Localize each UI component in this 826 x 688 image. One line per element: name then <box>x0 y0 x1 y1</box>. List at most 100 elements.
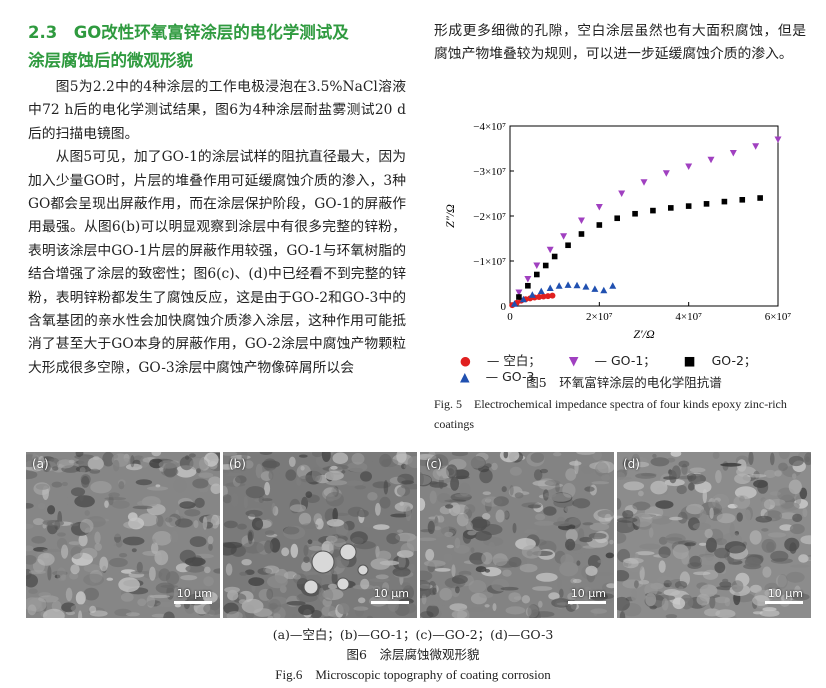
panel-label: (c) <box>426 457 442 471</box>
scale-label: 10 μm <box>176 587 212 600</box>
sem-texture-grain <box>650 515 672 525</box>
sem-texture-grain <box>371 457 378 462</box>
sem-texture-grain <box>780 501 800 511</box>
sem-texture-grain <box>712 452 720 459</box>
point-go2 <box>650 207 656 214</box>
sem-texture-grain <box>223 541 243 549</box>
sem-texture-grain <box>420 472 424 486</box>
sem-texture-grain <box>397 529 404 533</box>
sem-texture-grain <box>66 495 74 507</box>
sem-texture-grain <box>131 548 137 553</box>
figure5-caption-zh: 图5 环氧富锌涂层的电化学阻抗谱 <box>526 375 722 390</box>
sem-texture-grain <box>584 486 595 492</box>
sem-texture-grain <box>35 483 50 490</box>
sem-texture-grain <box>94 531 101 544</box>
sem-texture-grain <box>501 486 507 493</box>
point-go1 <box>560 233 568 240</box>
point-go2 <box>596 222 603 228</box>
sem-texture-grain <box>333 535 339 542</box>
sem-texture-grain <box>111 500 130 509</box>
sem-texture-grain <box>73 554 87 566</box>
sem-texture-grain <box>714 538 727 546</box>
sem-texture-grain <box>790 564 810 568</box>
sem-texture-grain <box>676 484 687 495</box>
point-go2 <box>565 242 571 249</box>
sem-texture-grain <box>37 502 46 510</box>
sem-texture-grain <box>595 462 609 477</box>
sem-texture-grain <box>247 531 253 545</box>
scale-label: 10 μm <box>570 587 606 600</box>
sem-texture-grain <box>244 460 254 469</box>
sem-texture-grain <box>203 576 214 587</box>
sem-texture-grain <box>285 469 297 481</box>
sem-texture-grain <box>375 574 389 580</box>
sem-texture-grain <box>622 459 630 467</box>
sem-texture-grain <box>184 557 206 567</box>
sem-texture-grain <box>315 518 324 530</box>
sem-texture-grain <box>525 607 532 617</box>
y-tick-label: −2×10⁷ <box>473 211 506 223</box>
sem-texture-grain <box>405 506 412 522</box>
sem-texture-grain <box>688 517 700 531</box>
sem-texture-grain <box>799 487 808 500</box>
scale-label: 10 μm <box>373 587 409 600</box>
sem-texture-grain <box>79 467 86 474</box>
sem-texture-grain <box>572 498 591 509</box>
sem-texture-grain <box>146 594 156 608</box>
sem-texture-grain <box>505 606 526 615</box>
sem-texture-grain <box>527 604 540 618</box>
sem-texture-grain <box>329 540 335 554</box>
sem-texture-grain <box>376 593 391 603</box>
sem-texture-grain <box>465 521 473 531</box>
sem-texture-grain <box>292 574 301 580</box>
sem-texture-grain <box>238 599 248 605</box>
sem-texture-grain <box>617 498 622 510</box>
sem-texture-grain <box>789 542 797 554</box>
sem-texture-grain <box>451 564 456 577</box>
sem-texture-grain <box>387 597 399 612</box>
sem-texture-grain <box>257 567 272 575</box>
sem-texture-grain <box>223 520 238 529</box>
sem-texture-grain <box>264 540 273 554</box>
sem-texture-grain <box>454 493 472 498</box>
sem-texture-grain <box>639 566 645 581</box>
sem-texture-grain <box>568 517 581 526</box>
point-go2 <box>685 203 692 209</box>
sem-texture-grain <box>113 543 124 547</box>
figure6-caption-zh: 图6 涂层腐蚀微观形貌 <box>346 647 480 662</box>
sem-texture-grain <box>711 493 730 509</box>
sem-texture-grain <box>519 563 538 573</box>
figure5-legend: ● — 空白； ▼ — GO-1； ■ GO-2； ▲ — GO-3 <box>460 350 820 384</box>
panel-label: (a) <box>32 457 49 471</box>
sem-texture-grain <box>137 598 147 607</box>
sem-texture-grain <box>432 467 449 481</box>
sem-texture-grain <box>425 548 435 561</box>
sem-texture-grain <box>502 569 512 577</box>
sem-texture-grain <box>401 582 411 589</box>
sem-texture-grain <box>230 493 239 507</box>
scale-bar <box>765 601 803 604</box>
sem-texture-grain <box>444 531 454 537</box>
sem-texture-grain <box>591 481 610 485</box>
sem-texture-grain <box>68 541 81 545</box>
sem-texture-grain <box>468 580 487 593</box>
sem-texture-grain <box>109 557 128 568</box>
zinc-particle <box>357 564 369 576</box>
scale-bar <box>174 601 212 604</box>
y-tick-label: 0 <box>501 301 507 313</box>
figure6-subcaption: (a)—空白；(b)—GO-1；(c)—GO-2；(d)—GO-3 <box>272 627 554 642</box>
panel-label: (b) <box>229 457 246 471</box>
sem-texture-grain <box>439 587 453 601</box>
sem-texture-grain <box>56 567 67 581</box>
sem-texture-grain <box>26 516 30 525</box>
sem-texture-grain <box>114 608 132 617</box>
sem-texture-grain <box>689 467 706 473</box>
sem-texture-grain <box>714 596 730 604</box>
sem-texture-grain <box>715 470 722 484</box>
sem-texture-grain <box>261 498 273 502</box>
y-tick-label: −4×10⁷ <box>473 121 506 133</box>
sem-texture-grain <box>193 520 199 529</box>
sem-texture-grain <box>512 522 517 534</box>
sem-texture-grain <box>451 452 468 457</box>
sem-texture-grain <box>281 547 290 557</box>
